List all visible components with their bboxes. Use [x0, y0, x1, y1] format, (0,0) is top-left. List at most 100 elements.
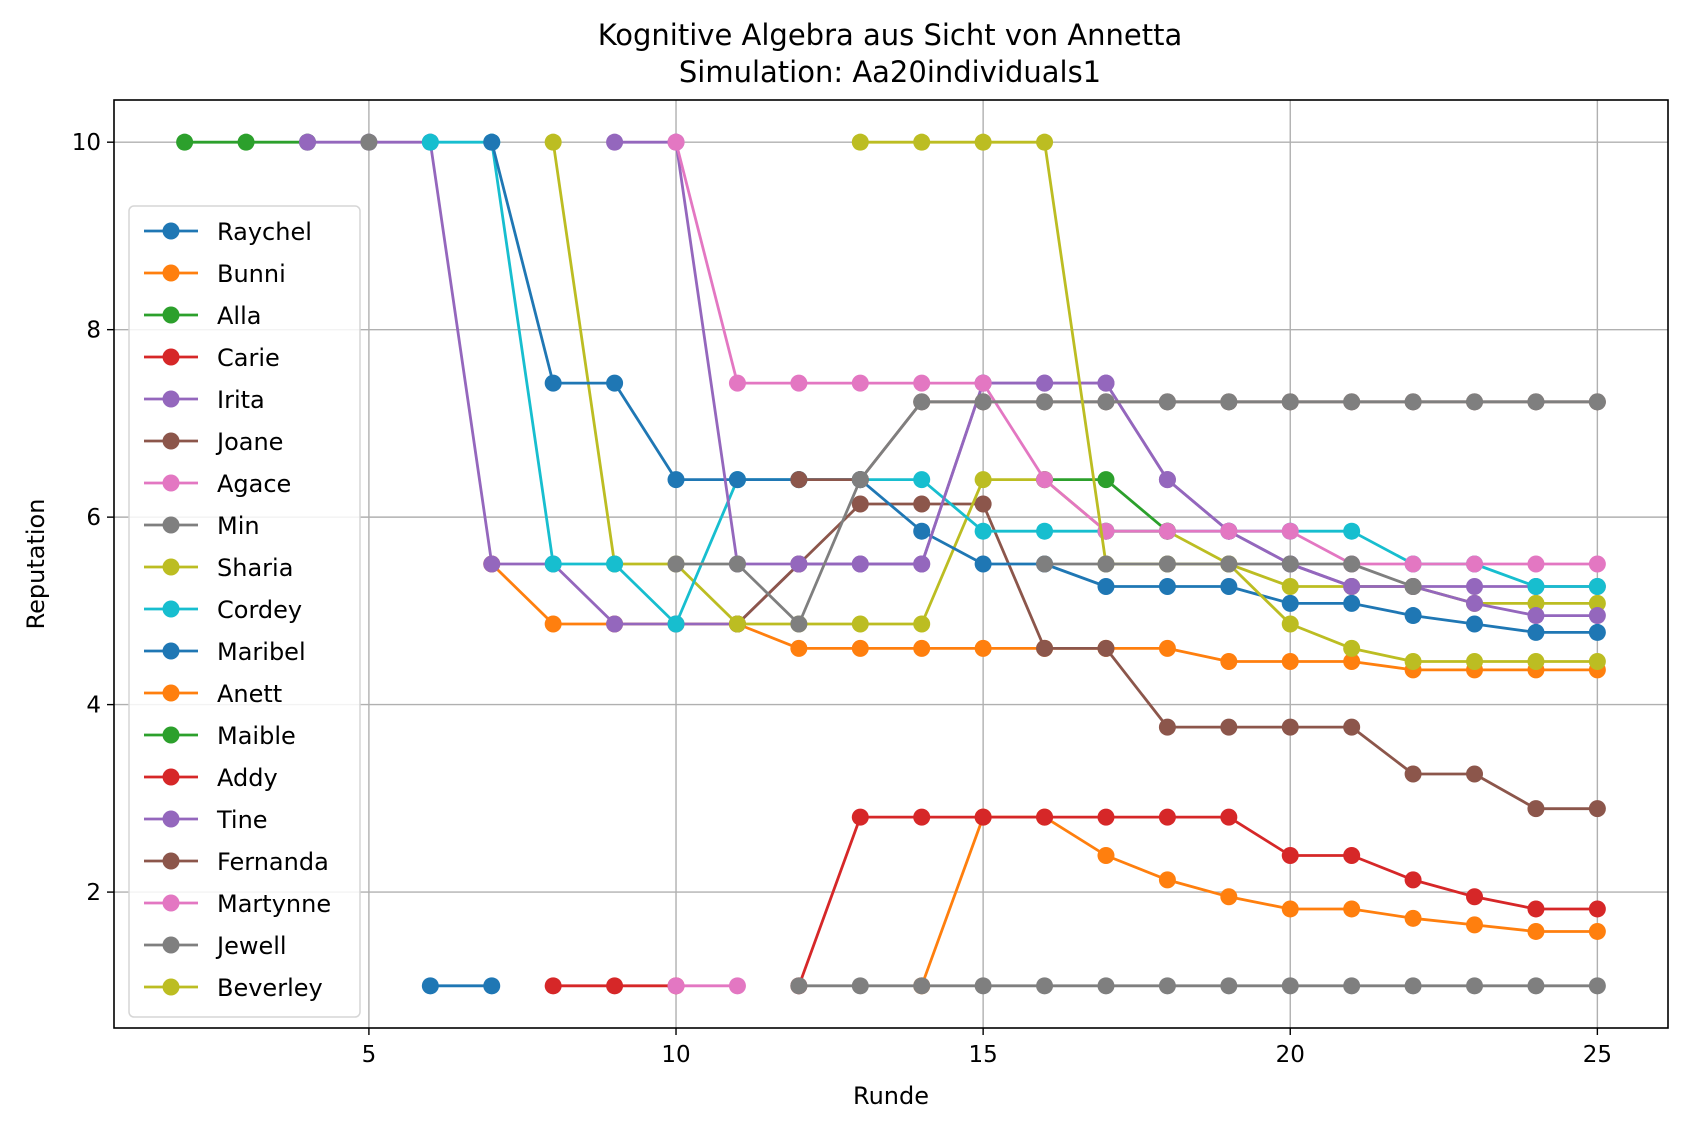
data-point — [1097, 847, 1115, 865]
data-point — [1158, 555, 1176, 573]
data-point — [1343, 718, 1361, 736]
data-point — [1281, 847, 1299, 865]
data-point — [1404, 577, 1422, 595]
data-point — [606, 615, 624, 633]
data-point — [1466, 652, 1484, 670]
data-point — [1588, 900, 1606, 918]
data-point — [1281, 652, 1299, 670]
data-point — [1343, 577, 1361, 595]
data-point — [790, 639, 808, 657]
series-line — [674, 141, 1598, 566]
legend-item: Jewell — [144, 932, 287, 960]
chart-subtitle: Simulation: Aa20individuals1 — [679, 55, 1101, 89]
data-point — [1527, 577, 1545, 595]
data-point — [298, 133, 316, 151]
data-point — [1281, 718, 1299, 736]
data-point — [974, 495, 992, 513]
data-point — [728, 977, 746, 995]
x-tick-label: 25 — [1583, 1042, 1612, 1068]
series-martynne — [667, 133, 1606, 573]
data-point — [1404, 765, 1422, 783]
series-min — [360, 133, 378, 151]
data-point — [974, 393, 992, 411]
series-alla — [176, 133, 316, 151]
data-point — [1097, 374, 1115, 392]
data-point — [728, 471, 746, 489]
data-point — [1466, 393, 1484, 411]
data-point — [790, 555, 808, 573]
data-point — [1343, 555, 1361, 573]
legend-label: Tine — [216, 806, 268, 834]
y-tick-label: 10 — [72, 130, 101, 156]
legend-swatch-marker — [162, 726, 180, 744]
data-point — [421, 977, 439, 995]
data-point — [1343, 977, 1361, 995]
series-joane — [728, 495, 1606, 818]
data-point — [1588, 393, 1606, 411]
data-point — [1036, 808, 1054, 826]
data-point — [913, 393, 931, 411]
data-point — [1343, 522, 1361, 540]
plot-frame — [113, 99, 1669, 1029]
legend-swatch-marker — [162, 852, 180, 870]
data-point — [1220, 808, 1238, 826]
data-point — [1036, 639, 1054, 657]
series-bunni — [483, 555, 1606, 679]
data-point — [851, 495, 869, 513]
x-tick-label: 20 — [1276, 1042, 1305, 1068]
data-point — [728, 555, 746, 573]
data-point — [1281, 900, 1299, 918]
data-point — [1343, 594, 1361, 612]
data-point — [1220, 977, 1238, 995]
data-point — [1036, 522, 1054, 540]
legend-swatch-marker — [162, 222, 180, 240]
legend-swatch-marker — [162, 474, 180, 492]
data-point — [851, 374, 869, 392]
data-point — [1036, 471, 1054, 489]
data-point — [1281, 615, 1299, 633]
data-point — [913, 639, 931, 657]
data-point — [1404, 652, 1422, 670]
series-raychel — [421, 977, 501, 995]
data-point — [1158, 639, 1176, 657]
legend-label: Fernanda — [217, 848, 329, 876]
legend-swatch-marker — [162, 642, 180, 660]
data-point — [606, 374, 624, 392]
data-point — [1281, 977, 1299, 995]
data-point — [790, 374, 808, 392]
data-point — [1220, 522, 1238, 540]
legend-label: Carie — [217, 344, 280, 372]
series-tine — [606, 133, 1606, 625]
y-tick-label: 8 — [86, 318, 101, 344]
data-point — [1588, 594, 1606, 612]
data-point — [1466, 555, 1484, 573]
data-point — [1527, 555, 1545, 573]
data-point — [1588, 607, 1606, 625]
legend-item: Tine — [144, 806, 268, 834]
legend-item: Min — [144, 512, 260, 540]
legend-label: Jewell — [215, 932, 287, 960]
data-point — [1343, 393, 1361, 411]
data-point — [1097, 471, 1115, 489]
data-point — [974, 471, 992, 489]
data-point — [1097, 977, 1115, 995]
data-point — [544, 615, 562, 633]
legend-item: Martynne — [144, 890, 331, 918]
data-point — [1097, 808, 1115, 826]
legend-label: Min — [217, 512, 260, 540]
legend-label: Maribel — [217, 638, 306, 666]
legend-item: Irita — [144, 386, 265, 414]
data-point — [421, 133, 439, 151]
data-point — [1404, 871, 1422, 889]
legend-swatch-marker — [162, 600, 180, 618]
data-point — [1220, 577, 1238, 595]
series-line — [676, 400, 1598, 626]
data-point — [974, 977, 992, 995]
data-point — [1527, 977, 1545, 995]
data-point — [1036, 555, 1054, 573]
data-point — [851, 471, 869, 489]
data-point — [1097, 393, 1115, 411]
series-agace — [667, 977, 746, 995]
legend-swatch-marker — [162, 306, 180, 324]
data-point — [1158, 522, 1176, 540]
